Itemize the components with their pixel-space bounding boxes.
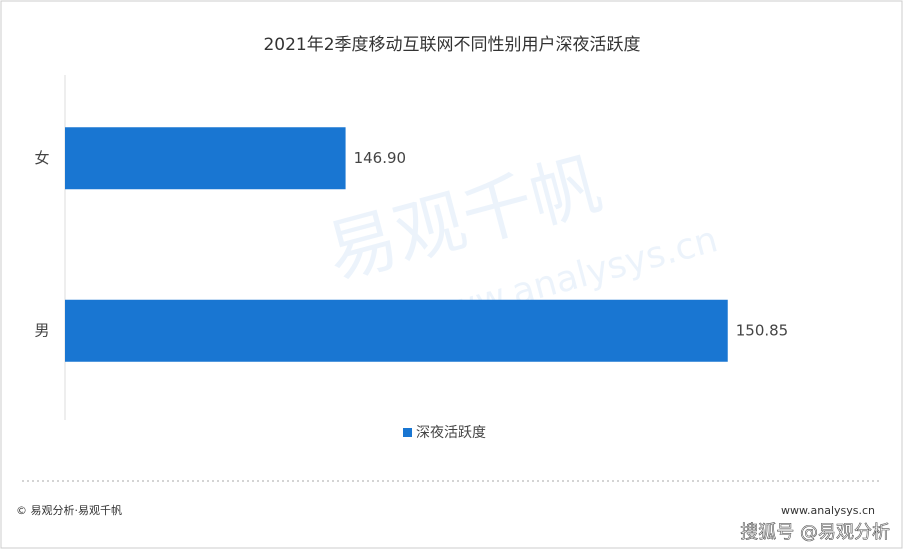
value-label: 146.90 [354, 149, 407, 167]
footer-right: www.analysys.cn [781, 504, 875, 517]
bar [65, 127, 346, 190]
y-tick-label: 男 [34, 321, 49, 339]
value-label: 150.85 [736, 321, 789, 339]
bar [65, 299, 728, 362]
legend-swatch [403, 428, 412, 437]
footer-left: © 易观分析·易观千帆 [16, 503, 122, 517]
chart-title: 2021年2季度移动互联网不同性别用户深夜活跃度 [263, 35, 640, 55]
legend-label: 深夜活跃度 [416, 425, 486, 441]
y-tick-label: 女 [34, 149, 49, 167]
corner-watermark: 搜狐号 @易观分析 [740, 522, 890, 543]
